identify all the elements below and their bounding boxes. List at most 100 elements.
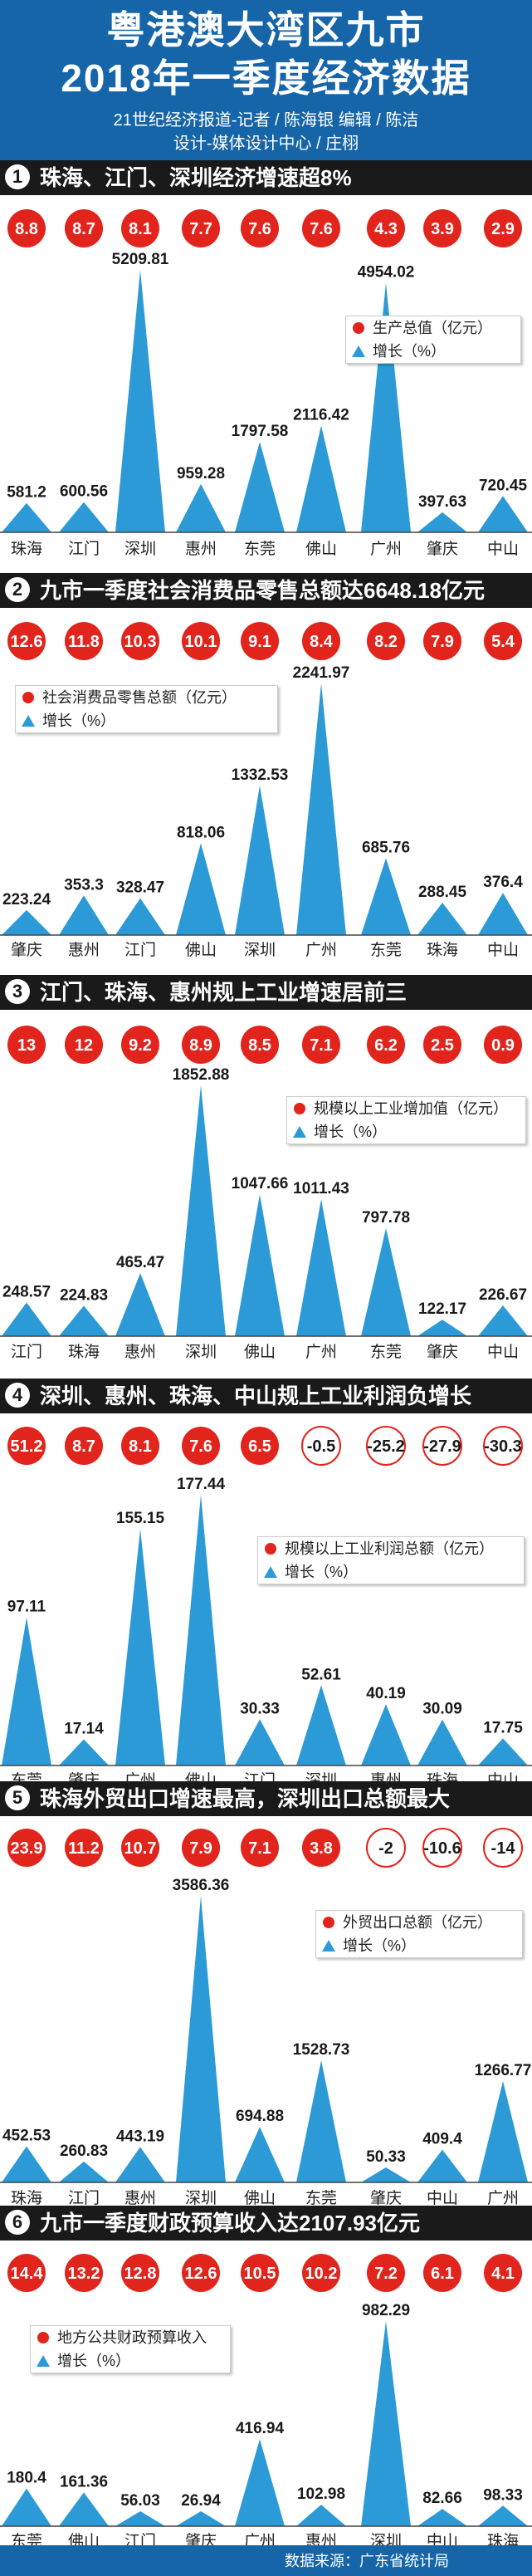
city-label: 佛山: [185, 941, 217, 959]
section-title: 江门、珠海、惠州规上工业增速居前三: [40, 980, 408, 1005]
city-label: 惠州: [68, 941, 100, 959]
legend-item-growth: 增长（%）: [16, 709, 277, 732]
growth-circle: [423, 622, 461, 660]
growth-label: 8.5: [248, 1036, 271, 1055]
legend-item-value: 外贸出口总额（亿元）: [316, 1911, 522, 1934]
value-triangle: [478, 893, 528, 935]
growth-circle: [121, 1829, 159, 1867]
value-triangle: [235, 2127, 285, 2182]
value-label: 97.11: [7, 1599, 46, 1616]
legend-label: 增长（%）: [314, 1124, 388, 1140]
value-triangle: [176, 843, 226, 935]
value-label: 50.33: [366, 2148, 406, 2166]
value-triangle: [361, 1704, 411, 1765]
section-number: 5: [5, 1785, 30, 1810]
value-label: 982.29: [362, 2302, 410, 2319]
growth-label: 10.2: [305, 2265, 338, 2283]
growth-label: 9.1: [248, 633, 271, 651]
growth-label: 10.3: [124, 633, 157, 651]
growth-circle: [483, 1828, 523, 1868]
legend-label: 增长（%）: [343, 1937, 417, 1954]
value-label: 2241.97: [293, 664, 350, 682]
value-triangle: [235, 785, 285, 935]
city-label: 珠海: [427, 941, 458, 959]
growth-label: 3.8: [310, 1839, 333, 1858]
value-label: 17.75: [483, 1719, 523, 1736]
section-title: 九市一季度社会消费品零售总额达6648.18亿元: [40, 578, 485, 603]
value-label: 452.53: [2, 2127, 51, 2144]
value-label: 797.78: [362, 1209, 410, 1227]
value-label: 685.76: [362, 839, 410, 856]
value-label: 248.57: [2, 1283, 51, 1300]
section-title: 九市一季度财政预算收入达2107.93亿元: [40, 2211, 420, 2236]
growth-circle: [241, 2254, 279, 2292]
city-label: 广州: [487, 2189, 519, 2207]
value-label: 1011.43: [293, 1180, 349, 1197]
value-triangle: [176, 2511, 226, 2526]
value-label: 56.03: [120, 2492, 160, 2510]
legend-label: 地方公共财政预算收入: [57, 2329, 207, 2346]
growth-label: 11.8: [68, 633, 100, 651]
value-triangle: [59, 1739, 109, 1765]
city-label: 东莞: [244, 540, 276, 558]
value-label: 465.47: [116, 1254, 164, 1271]
value-triangle: [296, 425, 346, 532]
growth-circle: [121, 1026, 159, 1064]
growth-label: -14: [491, 1839, 516, 1858]
legend: 外贸出口总额（亿元） 增长（%）: [315, 1910, 523, 1958]
growth-label: 7.7: [189, 220, 212, 238]
growth-label: -10.6: [423, 1839, 461, 1858]
legend-item-growth: 增长（%）: [258, 1560, 524, 1584]
growth-circle: [241, 1026, 279, 1064]
footer-bar: [0, 2545, 532, 2576]
value-triangle: [115, 1528, 165, 1765]
value-triangle: [478, 1738, 528, 1765]
value-label: 26.94: [181, 2492, 221, 2510]
city-label: 中山: [427, 2189, 458, 2207]
value-label: 397.63: [418, 493, 466, 511]
section-title: 珠海外贸出口增速最高，深圳出口总额最大: [40, 1786, 451, 1811]
growth-circle: [7, 622, 46, 660]
value-triangle: [235, 441, 285, 532]
growth-circle: [65, 1829, 103, 1867]
value-label: 416.94: [236, 2420, 285, 2437]
growth-circle: [302, 2254, 340, 2292]
growth-circle: [182, 1026, 220, 1064]
section-number: 1: [5, 164, 30, 189]
value-label: 3586.36: [173, 1877, 230, 1894]
growth-circle: [366, 1426, 406, 1466]
value-triangle: [417, 2509, 467, 2526]
growth-circle: [241, 622, 279, 660]
legend-label: 规模以上工业利润总额（亿元）: [285, 1540, 494, 1557]
value-label: 818.06: [177, 824, 225, 841]
growth-circle: [65, 1026, 103, 1064]
city-label: 深圳: [244, 941, 276, 959]
growth-label: 8.7: [72, 1437, 95, 1456]
value-label: 4954.02: [358, 264, 415, 282]
growth-label: 6.1: [431, 2265, 454, 2283]
city-label: 肇庆: [11, 941, 42, 959]
growth-circle: [121, 1427, 159, 1465]
legend: 规模以上工业利润总额（亿元） 增长（%）: [257, 1536, 525, 1584]
section-header-1: 1 珠海、江门、深圳经济增速超8%: [0, 160, 532, 195]
blue-triangle-icon: [37, 2355, 50, 2367]
value-label: 102.98: [297, 2485, 345, 2503]
city-label: 江门: [124, 941, 156, 959]
legend-label: 增长（%）: [57, 2353, 131, 2369]
growth-circle: [7, 1026, 46, 1064]
value-triangle: [115, 1273, 165, 1336]
value-triangle: [296, 1685, 346, 1765]
city-label: 广州: [305, 941, 337, 959]
blue-triangle-icon: [352, 345, 365, 357]
value-triangle: [59, 895, 109, 935]
growth-label: 23.9: [11, 1839, 43, 1858]
growth-circle: [302, 622, 340, 660]
value-triangle: [361, 282, 411, 532]
growth-label: 7.1: [310, 1036, 333, 1055]
city-label: 江门: [11, 1343, 42, 1361]
legend-item-value: 地方公共财政预算收入: [31, 2326, 230, 2349]
growth-label: 5.4: [491, 633, 515, 651]
section-title: 珠海、江门、深圳经济增速超8%: [40, 165, 352, 190]
value-label: 328.47: [116, 879, 164, 897]
growth-label: 8.1: [129, 220, 152, 238]
